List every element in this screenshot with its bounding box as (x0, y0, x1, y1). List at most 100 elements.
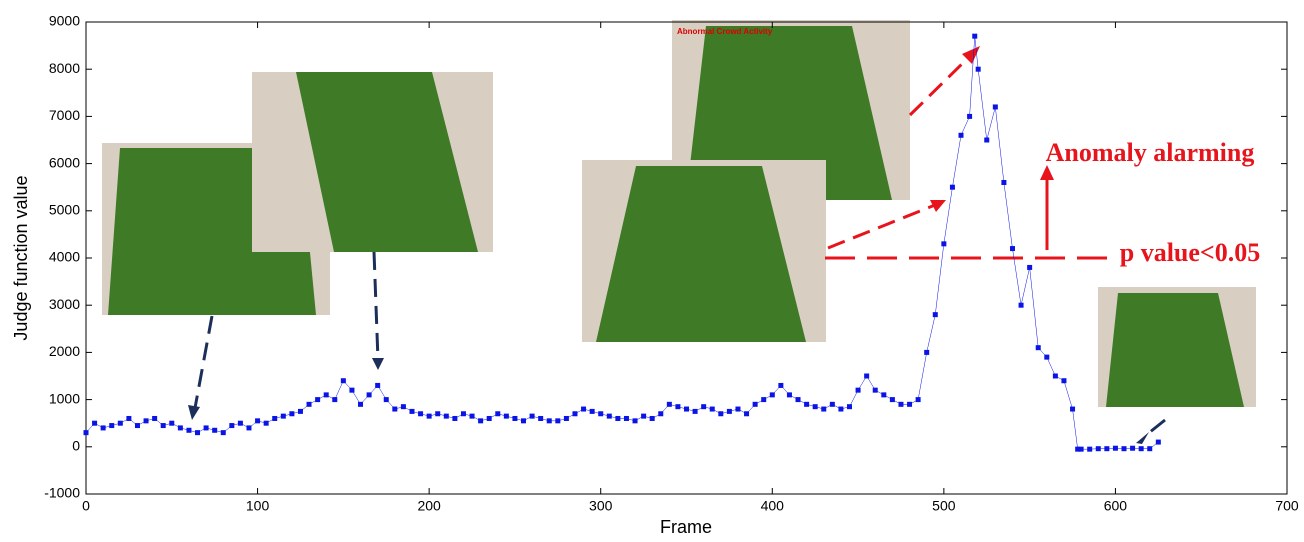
point (667, 402, 672, 407)
point (478, 418, 483, 423)
point (804, 402, 809, 407)
y-tick-label: 1000 (49, 390, 80, 406)
point (1122, 446, 1127, 451)
point (658, 411, 663, 416)
point (255, 418, 260, 423)
point (1061, 378, 1066, 383)
y-tick-label: 2000 (49, 343, 80, 359)
point (1139, 446, 1144, 451)
point (856, 388, 861, 393)
point (195, 430, 200, 435)
point (598, 411, 603, 416)
point (212, 428, 217, 433)
point (384, 397, 389, 402)
point (718, 411, 723, 416)
y-tick-label: 9000 (49, 13, 80, 29)
x-tick-label: 400 (761, 498, 785, 514)
point (873, 388, 878, 393)
point (907, 402, 912, 407)
point (972, 34, 977, 39)
point (504, 414, 509, 419)
y-tick-label: 7000 (49, 107, 80, 123)
point (512, 416, 517, 421)
point (693, 409, 698, 414)
x-tick-label: 500 (932, 498, 956, 514)
inset-image (582, 160, 826, 342)
point (307, 402, 312, 407)
point (246, 425, 251, 430)
point (521, 418, 526, 423)
point (1001, 180, 1006, 185)
x-tick-label: 100 (246, 498, 270, 514)
point (735, 407, 740, 412)
point (392, 407, 397, 412)
point (1087, 447, 1092, 452)
point (427, 414, 432, 419)
inset-image (252, 72, 493, 252)
point (401, 404, 406, 409)
point (633, 418, 638, 423)
point (135, 423, 140, 428)
point (916, 397, 921, 402)
point (898, 402, 903, 407)
point (641, 414, 646, 419)
image-caption: Abnormal Crowd Activity (677, 27, 773, 36)
point (813, 404, 818, 409)
point (444, 414, 449, 419)
point (126, 416, 131, 421)
point (890, 397, 895, 402)
point (452, 416, 457, 421)
point (1019, 303, 1024, 308)
point (547, 418, 552, 423)
point (1079, 447, 1084, 452)
point (615, 416, 620, 421)
point (92, 421, 97, 426)
point (324, 392, 329, 397)
point (701, 404, 706, 409)
point (461, 411, 466, 416)
point (881, 392, 886, 397)
y-axis-label: Judge function value (11, 175, 31, 340)
y-tick-label: 3000 (49, 296, 80, 312)
point (186, 428, 191, 433)
point (624, 416, 629, 421)
point (538, 416, 543, 421)
point (933, 312, 938, 317)
point (1070, 407, 1075, 412)
point (487, 416, 492, 421)
point (950, 185, 955, 190)
point (358, 402, 363, 407)
point (281, 414, 286, 419)
point (830, 402, 835, 407)
x-tick-label: 600 (1104, 498, 1128, 514)
point (761, 397, 766, 402)
point (976, 67, 981, 72)
point (101, 425, 106, 430)
point (590, 409, 595, 414)
point (409, 409, 414, 414)
point (204, 425, 209, 430)
point (1130, 446, 1135, 451)
y-tick-label: 0 (72, 438, 80, 454)
y-tick-label: 4000 (49, 249, 80, 265)
point (238, 421, 243, 426)
point (152, 416, 157, 421)
point (821, 407, 826, 412)
point (675, 404, 680, 409)
point (864, 374, 869, 379)
arrow-heads (188, 358, 1149, 444)
x-tick-label: 200 (417, 498, 441, 514)
point (555, 418, 560, 423)
point (710, 407, 715, 412)
point (144, 418, 149, 423)
point (924, 350, 929, 355)
inset-image (1098, 287, 1256, 407)
point (744, 411, 749, 416)
point (367, 392, 372, 397)
point (1036, 345, 1041, 350)
y-tick-label: 6000 (49, 154, 80, 170)
x-tick-label: 0 (82, 498, 90, 514)
point (1053, 374, 1058, 379)
point (967, 114, 972, 119)
point (84, 430, 89, 435)
